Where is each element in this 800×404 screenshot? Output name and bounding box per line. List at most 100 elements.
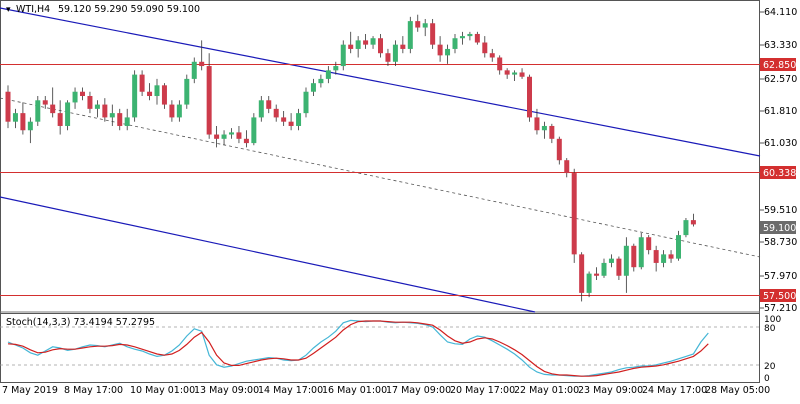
candle-bear[interactable] (80, 91, 85, 97)
candle-bear[interactable] (199, 61, 205, 67)
candle-bull[interactable] (27, 121, 33, 131)
price-axis[interactable]: 64.110 63.330 62.570 61.810 61.030 59.51… (760, 7, 797, 314)
candle-bear[interactable] (281, 117, 287, 122)
candle-bear[interactable] (556, 138, 562, 161)
candle-bull[interactable] (355, 40, 361, 49)
candle-bear[interactable] (690, 220, 696, 225)
candle-bear[interactable] (400, 44, 406, 49)
candle-bear[interactable] (20, 113, 26, 131)
candle-bull[interactable] (325, 70, 331, 79)
candle-bull[interactable] (445, 48, 451, 56)
candle-bear[interactable] (653, 250, 659, 263)
candle-bull[interactable] (638, 237, 644, 268)
candle-bear[interactable] (288, 121, 294, 126)
candle-bear[interactable] (266, 100, 272, 109)
candle-bull[interactable] (221, 134, 227, 139)
candle-bear[interactable] (243, 138, 249, 144)
candle-bull[interactable] (370, 38, 376, 45)
candle-bear[interactable] (504, 70, 510, 75)
price-tag-current[interactable]: 59.100 (760, 221, 796, 234)
candle-bull[interactable] (586, 273, 592, 293)
channel-lower-line[interactable] (0, 196, 536, 313)
candle-bull[interactable] (72, 91, 78, 103)
candle-bear[interactable] (117, 113, 123, 126)
candle-bear[interactable] (579, 254, 585, 293)
candle-bear[interactable] (42, 100, 48, 105)
candle-bull[interactable] (191, 61, 197, 79)
candle-bull[interactable] (459, 36, 465, 39)
candle-bear[interactable] (489, 53, 495, 58)
candle-bull[interactable] (541, 125, 547, 131)
candle-bear[interactable] (646, 237, 652, 251)
candle-bull[interactable] (623, 245, 629, 276)
channel-median-line[interactable] (0, 97, 761, 258)
candle-bear[interactable] (214, 134, 220, 139)
candle-bull[interactable] (154, 85, 160, 97)
candle-bear[interactable] (236, 132, 242, 139)
candle-bull[interactable] (184, 78, 190, 105)
candle-bear[interactable] (50, 104, 56, 114)
candle-bull[interactable] (176, 104, 182, 118)
candle-bear[interactable] (594, 273, 600, 276)
candle-bear[interactable] (415, 21, 421, 28)
candle-bull[interactable] (407, 21, 413, 49)
candle-bear[interactable] (169, 104, 175, 118)
candle-bear[interactable] (571, 173, 577, 255)
candle-bull[interactable] (392, 44, 398, 62)
candle-bull[interactable] (12, 113, 18, 122)
candle-bull[interactable] (318, 78, 324, 84)
candle-bear[interactable] (57, 113, 63, 126)
candle-bear[interactable] (668, 254, 674, 259)
candle-bear[interactable] (273, 108, 279, 118)
candle-bear[interactable] (102, 104, 108, 118)
price-tag-60338[interactable]: 60.338 (760, 166, 796, 179)
candle-bear[interactable] (534, 117, 540, 131)
candle-bear[interactable] (5, 91, 11, 122)
candle-bull[interactable] (303, 91, 309, 114)
candle-bull[interactable] (109, 113, 115, 118)
candle-bull[interactable] (608, 258, 614, 263)
candle-bull[interactable] (94, 104, 100, 109)
candle-bull[interactable] (296, 113, 302, 126)
candle-bull[interactable] (422, 23, 428, 28)
candle-bull[interactable] (340, 44, 346, 67)
stoch-signal-line[interactable] (7, 320, 709, 377)
candle-bear[interactable] (519, 72, 525, 77)
candle-bear[interactable] (206, 66, 212, 135)
candle-bear[interactable] (161, 85, 167, 105)
candle-bull[interactable] (258, 100, 264, 118)
candle-bull[interactable] (65, 102, 71, 126)
candle-bear[interactable] (385, 53, 391, 62)
candle-bull[interactable] (124, 117, 130, 126)
candle-bull[interactable] (333, 66, 339, 71)
candle-bear[interactable] (139, 74, 145, 92)
candle-bull[interactable] (676, 235, 681, 259)
candle-bull[interactable] (452, 38, 458, 49)
candle-bull[interactable] (467, 33, 473, 37)
candle-bear[interactable] (87, 96, 93, 109)
stoch-main-line[interactable] (7, 319, 709, 377)
candle-bull[interactable] (683, 220, 689, 236)
candle-bear[interactable] (482, 42, 488, 54)
candle-bear[interactable] (616, 258, 622, 276)
candle-bull[interactable] (512, 72, 518, 75)
price-tag-57500[interactable]: 57.500 (760, 289, 796, 302)
candle-bear[interactable] (430, 23, 436, 45)
candle-bull[interactable] (310, 83, 316, 92)
candle-bear[interactable] (363, 40, 369, 45)
candle-bear[interactable] (549, 125, 555, 139)
price-tag-62850[interactable]: 62.850 (760, 58, 796, 71)
candle-bear[interactable] (564, 160, 570, 174)
candle-bull[interactable] (132, 74, 138, 118)
candle-bull[interactable] (251, 117, 257, 144)
channel-upper-line[interactable] (0, 7, 761, 157)
candle-bear[interactable] (631, 245, 637, 268)
candle-bull[interactable] (229, 132, 234, 135)
candle-bear[interactable] (474, 33, 480, 43)
candle-bear[interactable] (147, 91, 153, 97)
candle-bear[interactable] (348, 44, 354, 49)
candle-bull[interactable] (661, 254, 667, 263)
candle-bull[interactable] (35, 100, 41, 122)
